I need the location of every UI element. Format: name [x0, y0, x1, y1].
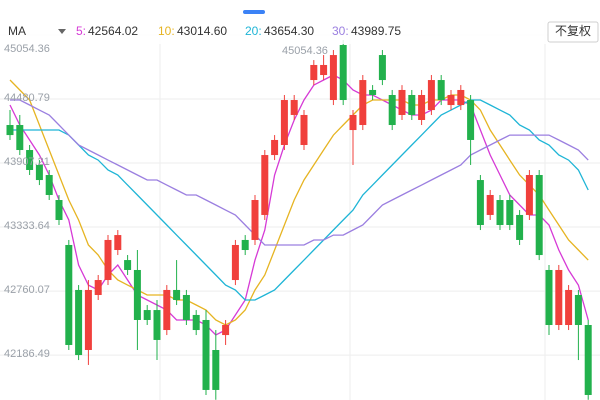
candle-body: [222, 325, 230, 336]
y-tick-label: 42760.07: [4, 284, 50, 296]
candle-body: [16, 125, 24, 151]
candle-body: [378, 55, 386, 81]
candle-body: [584, 325, 592, 395]
candle-body: [320, 64, 328, 76]
legend-name: 20:: [245, 24, 262, 38]
candle-body: [339, 44, 347, 101]
header: MA 不复权 5: 42564.02 10: 43014.60 20: 43654.30 3…: [0, 20, 600, 44]
y-tick-label: 42186.49: [4, 348, 50, 360]
candle-body: [173, 289, 181, 301]
candle-body: [457, 89, 465, 106]
legend-name: 30:: [332, 24, 349, 38]
candle-body: [251, 200, 259, 240]
candle-body: [231, 244, 239, 281]
candle-body: [241, 239, 249, 251]
candles: [6, 39, 592, 400]
candle-body: [65, 244, 73, 345]
legend-value: 43654.30: [264, 24, 314, 38]
candle-body: [565, 289, 573, 326]
adjust-button-frame[interactable]: [547, 21, 599, 43]
candle-body: [261, 155, 269, 215]
candle-body: [369, 89, 377, 95]
candle-body: [104, 239, 112, 281]
candle-body: [467, 100, 475, 140]
candle-body: [192, 314, 200, 331]
candle-body: [55, 200, 63, 220]
candle-body: [349, 114, 357, 131]
candle-body: [280, 100, 288, 145]
tab-indicator: [243, 10, 265, 14]
legend-name: 5:: [76, 24, 86, 38]
candle-body: [447, 94, 455, 106]
legend-value: 42564.02: [88, 24, 138, 38]
candle-body: [182, 294, 190, 320]
candle-body: [359, 80, 367, 126]
candle-body: [574, 294, 582, 326]
y-tick-label: 43333.64: [4, 220, 50, 232]
candle-body: [6, 125, 14, 136]
candle-body: [84, 289, 92, 351]
candle-body: [153, 310, 161, 340]
candle-body: [35, 164, 43, 181]
max-price-label: 45054.36: [282, 45, 328, 57]
candle-body: [496, 200, 504, 226]
legend-value: 43014.60: [177, 24, 227, 38]
candle-body: [525, 175, 533, 215]
candle-body: [202, 319, 210, 390]
y-tick-label: 43907.21: [4, 156, 50, 168]
candle-body: [271, 139, 279, 156]
candle-body: [45, 175, 53, 195]
candle-body: [427, 80, 435, 111]
candle-body: [310, 64, 318, 81]
candle-body: [114, 235, 122, 251]
candle-body: [555, 269, 563, 326]
dropdown-icon[interactable]: [58, 29, 66, 34]
candle-body: [300, 114, 308, 145]
candle-body: [476, 180, 484, 226]
candle-body: [535, 175, 543, 256]
y-tick-label: 45054.36: [4, 43, 50, 55]
candle-body: [75, 289, 83, 356]
candle-body: [516, 214, 524, 240]
legend-value: 43989.75: [351, 24, 401, 38]
candle-body: [486, 194, 494, 215]
candle-body: [290, 100, 298, 115]
candle-body: [94, 280, 102, 295]
candle-body: [437, 80, 445, 101]
ma-line: [10, 99, 589, 246]
candle-body: [418, 94, 426, 120]
candle-body: [408, 94, 416, 115]
header-background: [0, 20, 600, 44]
ma-line: [10, 99, 589, 301]
candle-body: [163, 289, 171, 331]
candle-body: [26, 150, 34, 170]
y-tick-label: 44480.79: [4, 92, 50, 104]
adjust-button[interactable]: 不复权: [555, 24, 591, 38]
candle-body: [388, 94, 396, 126]
legend-name: 10:: [158, 24, 175, 38]
candle-body: [329, 55, 337, 101]
candle-body: [398, 89, 406, 115]
labels: 45054.36 44480.79 43907.21 43333.64 42760.07…: [4, 43, 328, 360]
candle-body: [143, 310, 151, 320]
candle-body: [212, 350, 220, 390]
indicator-selector[interactable]: MA: [8, 24, 26, 38]
candle-body: [506, 200, 514, 226]
candle-body: [545, 269, 553, 326]
candle-body: [133, 269, 141, 320]
candle-body: [124, 260, 132, 270]
